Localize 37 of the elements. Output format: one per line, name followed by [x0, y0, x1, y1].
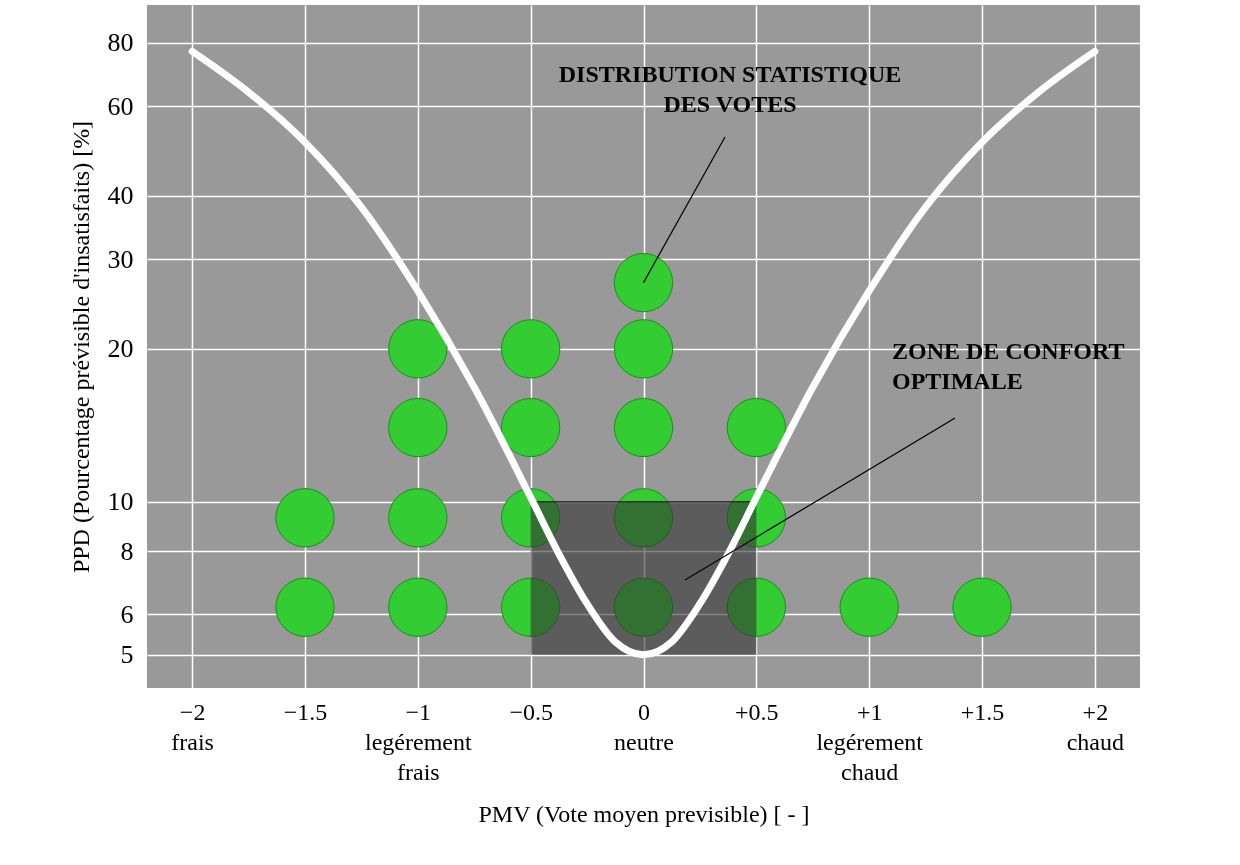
- point: [501, 577, 561, 637]
- y-tick-label: 6: [120, 599, 134, 629]
- point: [613, 319, 674, 379]
- y-axis-title: PPD (Pourcentage prévisible d'insatisfaits) [%]: [67, 120, 94, 574]
- y-tick-label: 20: [107, 334, 134, 364]
- point: [275, 488, 335, 548]
- x-tick-label: 0 neutre: [614, 698, 674, 755]
- point: [388, 397, 448, 458]
- x-tick-label: +1.5: [960, 698, 1005, 725]
- x-axis-title: PMV (Vote moyen previsible) [ - ]: [478, 800, 810, 827]
- point: [726, 577, 786, 637]
- x-tick-label: −1.5: [283, 698, 328, 725]
- point: [275, 577, 335, 637]
- y-tick-label: 60: [107, 91, 134, 121]
- x-tick-label: −0.5: [509, 698, 553, 725]
- y-tick-label: 80: [107, 28, 134, 58]
- x-tick-label: +1 legérement chaud: [816, 698, 924, 785]
- y-tick-label: 30: [107, 244, 134, 274]
- y-tick-label: 8: [120, 536, 134, 566]
- point: [613, 253, 674, 313]
- point: [613, 397, 674, 458]
- point: [501, 319, 561, 379]
- point: [388, 319, 448, 379]
- point: [388, 577, 448, 637]
- y-tick-label: 10: [107, 487, 134, 517]
- point: [388, 488, 448, 548]
- y-tick-label: 40: [107, 181, 134, 211]
- point: [726, 397, 786, 458]
- point: [839, 577, 899, 637]
- point: [952, 577, 1012, 637]
- x-tick-label: +2 chaud: [1066, 698, 1125, 755]
- point: [613, 488, 674, 548]
- x-tick-label: −1 legérement frais: [365, 698, 472, 785]
- x-tick-label: −2 frais: [171, 698, 214, 755]
- x-tick-label: +0.5: [735, 698, 779, 725]
- point: [501, 397, 561, 458]
- y-tick-label: 5: [120, 640, 134, 670]
